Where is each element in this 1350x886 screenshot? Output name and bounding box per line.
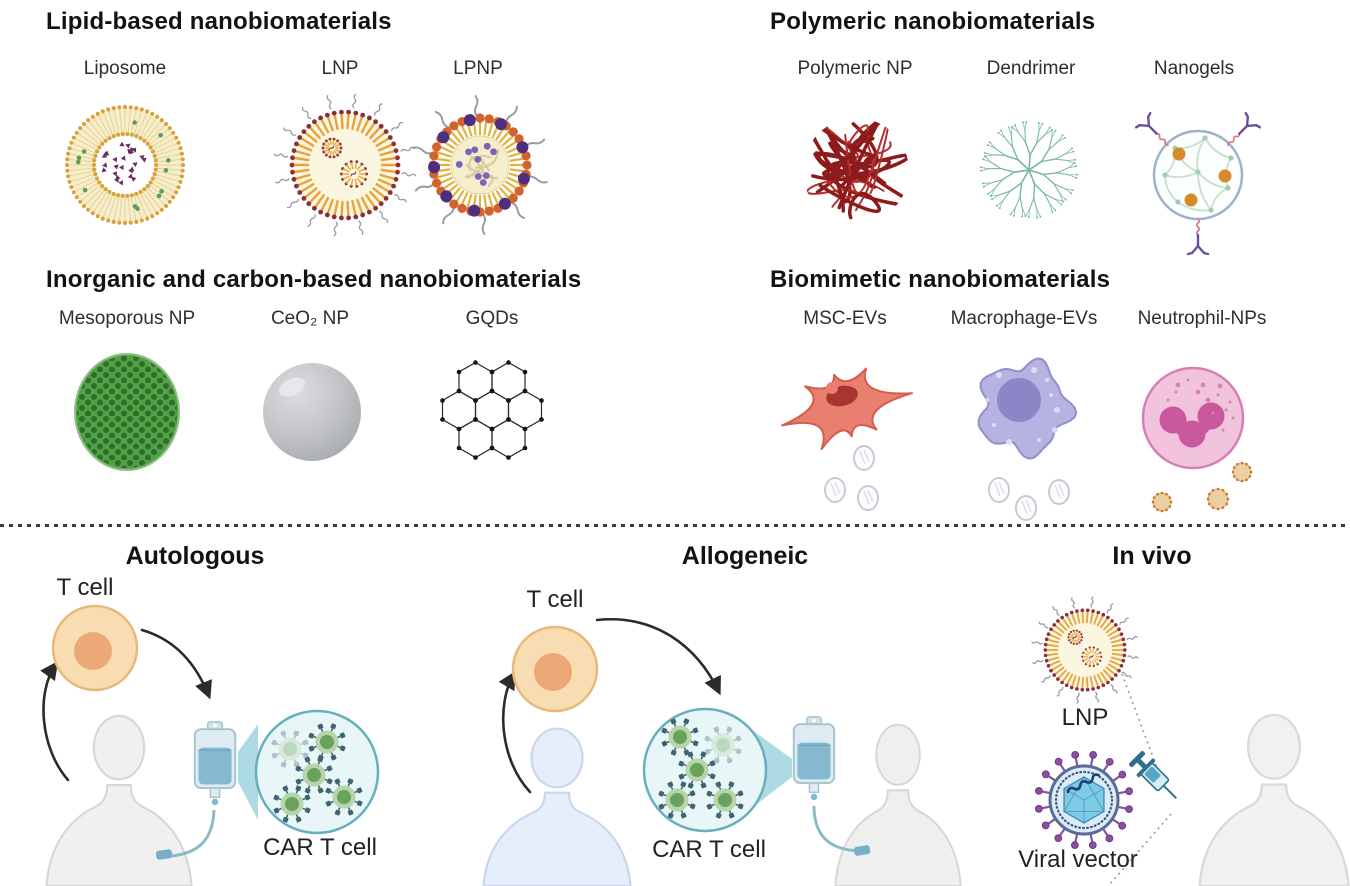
t-cell-icon-allogeneic: [511, 625, 599, 713]
label-polymeric-np: Polymeric NP: [797, 58, 913, 79]
lnp-icon: [273, 93, 417, 237]
section-title-inorganic: Inorganic and carbon-based nanobiomateri…: [46, 266, 582, 293]
car-t-cell-magnifier-allogeneic: [642, 707, 768, 833]
lpnp-icon: [412, 95, 548, 235]
label-viral-vector: Viral vector: [1018, 846, 1138, 873]
car-t-cell-magnifier-autologous: [254, 709, 380, 835]
patient-silhouette-allogeneic: [834, 723, 962, 886]
patient-silhouette-invivo: [1198, 713, 1350, 886]
label-liposome: Liposome: [83, 58, 167, 79]
msc-evs-icon: [781, 367, 913, 511]
label-lnp: LNP: [321, 58, 359, 79]
liposome-icon: [64, 104, 186, 226]
label-nanogels: Nanogels: [1153, 58, 1235, 79]
label-lpnp: LPNP: [453, 58, 503, 79]
label-car-t-autologous: CAR T cell: [263, 834, 377, 861]
iv-bag-icon-autologous: [193, 721, 237, 806]
iv-bag-icon-allogeneic: [792, 716, 836, 801]
label-t-cell-autologous: T cell: [56, 574, 114, 601]
section-title-polymeric: Polymeric nanobiomaterials: [770, 8, 1096, 35]
polymeric-np-icon: [803, 118, 909, 220]
lnp-icon-invivo: [1031, 596, 1139, 704]
label-mesoporous-np: Mesoporous NP: [58, 308, 196, 329]
label-macrophage-evs: Macrophage-EVs: [950, 308, 1098, 329]
gqds-icon: [440, 360, 544, 460]
label-neutrophil-nps: Neutrophil-NPs: [1137, 308, 1267, 329]
neutrophil-nps-icon: [1141, 366, 1253, 513]
nanogels-icon: [1134, 111, 1262, 256]
ceo2-np-icon: [263, 363, 361, 461]
label-lnp-invivo: LNP: [1061, 704, 1109, 731]
label-car-t-allogeneic: CAR T cell: [652, 836, 766, 863]
section-title-lipid: Lipid-based nanobiomaterials: [46, 8, 392, 35]
donor-silhouette-allogeneic: [482, 727, 632, 886]
section-divider: [0, 524, 1350, 527]
viral-vector-icon: [1034, 750, 1134, 850]
patient-silhouette-autologous: [45, 714, 193, 886]
label-t-cell-allogeneic: T cell: [526, 586, 584, 613]
title-invivo: In vivo: [1112, 542, 1192, 570]
label-gqds: GQDs: [465, 308, 519, 329]
title-autologous: Autologous: [125, 542, 265, 570]
label-dendrimer: Dendrimer: [986, 58, 1076, 79]
mesoporous-np-icon: [74, 353, 180, 471]
label-ceo2-np: CeO₂ NP: [270, 308, 350, 329]
t-cell-icon-autologous: [51, 604, 139, 692]
macrophage-evs-icon: [977, 357, 1078, 521]
dendrimer-icon: [979, 121, 1079, 219]
syringe-icon: [1129, 751, 1177, 799]
section-title-biomimetic: Biomimetic nanobiomaterials: [770, 266, 1111, 293]
label-msc-evs: MSC-EVs: [803, 308, 887, 329]
title-allogeneic: Allogeneic: [681, 542, 809, 570]
